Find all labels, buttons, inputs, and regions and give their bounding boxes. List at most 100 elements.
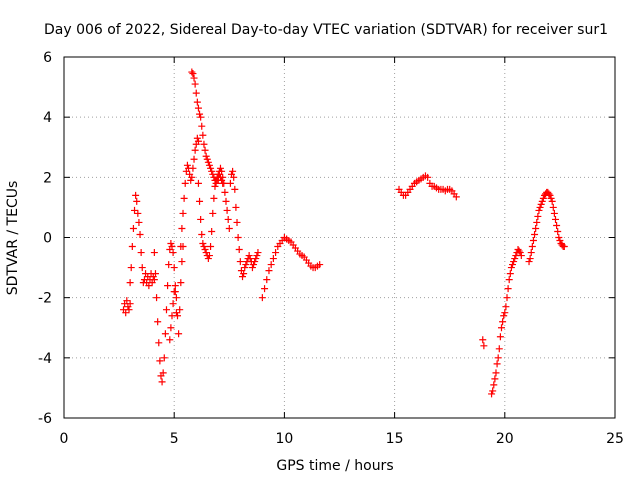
data-point [272,249,280,257]
series-arc-12 [488,246,525,398]
data-point [534,212,542,220]
data-point [197,113,205,121]
series-arc-10 [395,172,460,201]
data-point [490,381,498,389]
data-point [234,234,242,241]
y-tick-label: 0 [43,231,52,247]
data-point [218,167,226,175]
data-point [137,249,145,257]
data-point [210,194,218,202]
data-point [193,134,201,142]
data-point [196,197,204,205]
data-point [531,230,539,238]
data-point [177,279,185,287]
data-point [158,378,166,386]
data-point [180,194,188,202]
data-point [538,197,546,205]
data-point [252,255,260,263]
data-point [226,179,234,187]
data-point [201,146,209,154]
data-point [168,243,176,251]
data-point [208,167,216,175]
y-axis-label: SDTVAR / TECUs [5,181,21,296]
data-point [165,261,173,269]
data-point [515,247,523,255]
data-point [224,215,232,223]
series-arc-8 [214,164,262,281]
data-point [230,173,238,181]
data-point [233,218,241,226]
data-point [201,246,209,254]
chart-title: Day 006 of 2022, Sidereal Day-to-day VTE… [44,22,608,38]
data-point [500,312,508,320]
data-point [126,300,134,308]
data-point [240,270,248,278]
data-point [200,243,208,251]
data-point [545,190,553,198]
data-point [261,285,269,293]
data-point [211,182,219,190]
data-point [181,179,189,187]
data-point [204,158,212,166]
data-point [424,173,432,181]
data-point [156,357,164,365]
data-point [516,249,524,257]
data-point [216,164,224,172]
data-point [529,237,537,245]
data-point [205,161,213,169]
data-point [194,104,202,112]
data-point [496,333,504,341]
data-point [556,237,564,245]
data-point [169,300,177,308]
data-point [161,330,169,338]
data-point [125,306,133,314]
data-point [190,155,198,163]
series-arc-13 [525,188,568,266]
data-point [191,146,199,154]
data-point [209,209,217,217]
data-point [170,288,178,296]
series-arc-11 [479,336,488,350]
data-point [126,279,134,287]
data-point [167,324,175,332]
data-point [207,243,215,251]
data-point [155,339,163,347]
data-point [231,185,239,193]
data-point [200,140,208,148]
data-point [263,276,271,284]
data-point [489,387,497,395]
data-point [548,197,556,205]
data-point [245,252,253,260]
data-point [502,303,510,311]
x-tick-label: 10 [275,431,293,447]
data-point [555,234,563,241]
data-point [532,224,540,232]
data-point [239,273,247,281]
data-point [164,282,172,290]
data-point [232,203,240,211]
data-point [203,155,211,163]
data-point [193,98,201,106]
data-point [241,264,249,272]
data-point [214,176,222,184]
data-point [549,203,557,211]
data-point [132,191,140,199]
x-tick-label: 5 [170,431,179,447]
data-point [214,170,222,178]
series-arc-7 [194,173,222,263]
data-point [535,206,543,214]
data-point [189,70,197,78]
data-point [166,336,174,344]
data-point [507,264,515,272]
data-point [539,194,547,202]
data-point [269,255,277,263]
data-point [547,194,555,202]
x-axis-label: GPS time / hours [276,458,393,474]
data-point [205,252,213,260]
data-point [122,309,130,317]
data-point [129,224,137,232]
data-point [501,309,509,317]
data-point [154,318,162,326]
data-point [197,215,205,223]
y-tick-label: 4 [43,110,52,126]
